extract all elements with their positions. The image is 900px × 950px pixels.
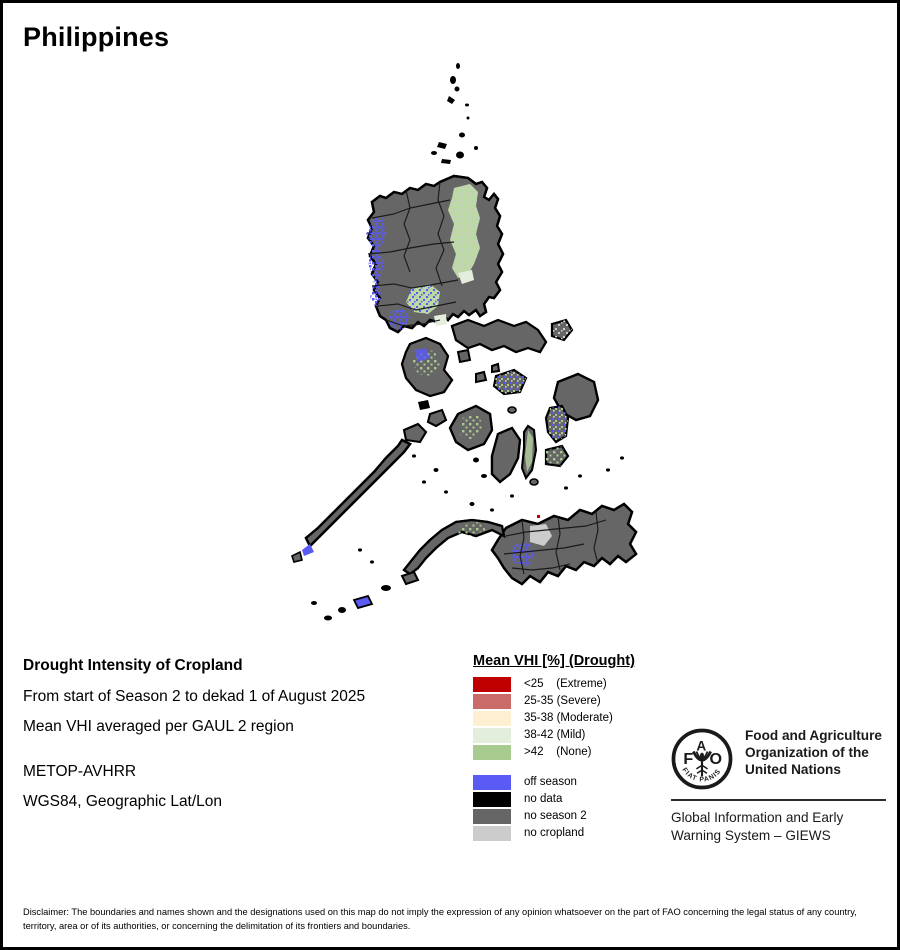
legend-swatch-moderate: [473, 711, 511, 726]
admin-boundaries-mindanao: [503, 511, 607, 575]
island-mindanao: [311, 502, 638, 621]
map-image: [6, 58, 897, 633]
legend-row-moderate: 35-38 (Moderate): [473, 710, 635, 727]
legend-row-extreme: <25 (Extreme): [473, 676, 635, 693]
legend-title: Mean VHI [%] (Drought): [473, 653, 635, 669]
giews-line-1: Global Information and Early: [671, 810, 844, 825]
caption-period: From start of Season 2 to dekad 1 of Aug…: [23, 687, 366, 705]
map-features: [291, 63, 638, 621]
caption-block: Drought Intensity of Cropland From start…: [23, 658, 453, 825]
legend-swatch-off-season: [473, 775, 511, 790]
caption-heading: Drought Intensity of Cropland: [23, 657, 243, 674]
svg-text:F: F: [683, 750, 693, 768]
legend-label-no-season-2: no season 2: [524, 809, 587, 822]
island-group-mindoro: [400, 336, 501, 398]
legend-row-severe: 25-35 (Severe): [473, 693, 635, 710]
giews-label: Global Information and Early Warning Sys…: [671, 809, 886, 844]
island-bicol: [450, 318, 574, 396]
legend-row-none: >42 (None): [473, 744, 635, 761]
island-group-batanes: [431, 63, 478, 164]
legend-row-no-cropland: no cropland: [473, 825, 635, 842]
caption-metric: Mean VHI averaged per GAUL 2 region: [23, 718, 294, 735]
legend: Mean VHI [%] (Drought) <25 (Extreme) 25-…: [473, 653, 635, 842]
legend-row-no-data: no data: [473, 791, 635, 808]
fao-organization-name: Food and Agriculture Organization of the…: [745, 728, 882, 779]
legend-row-off-season: off season: [473, 774, 635, 791]
disclaimer-text: Disclaimer: The boundaries and names sho…: [23, 907, 857, 932]
fao-org-line-3: United Nations: [745, 761, 841, 777]
legend-spacer: [473, 761, 635, 774]
philippines-map-svg: [6, 58, 897, 633]
legend-label-moderate: 35-38 (Moderate): [524, 711, 613, 724]
caption-projection: WGS84, Geographic Lat/Lon: [23, 793, 223, 810]
island-palawan: [291, 400, 448, 563]
legend-row-no-season-2: no season 2: [473, 808, 635, 825]
fao-org-line-2: Organization of the: [745, 744, 869, 760]
legend-swatch-severe: [473, 694, 511, 709]
fao-logo-icon: F A O FIAT PANIS: [671, 728, 733, 790]
pixel-extreme-drought: [537, 515, 540, 518]
island-group-visayas: [448, 372, 600, 486]
fao-emblem-svg: F A O FIAT PANIS: [671, 728, 733, 790]
caption-spacer: [23, 750, 453, 764]
region-ilocos-coast: [366, 216, 386, 308]
legend-label-off-season: off season: [524, 775, 577, 788]
admin-boundaries-luzon: [367, 181, 459, 327]
caption-sensor: METOP-AVHRR: [23, 762, 137, 780]
legend-label-no-data: no data: [524, 792, 563, 805]
legend-row-mild: 38-42 (Mild): [473, 727, 635, 744]
legend-label-no-cropland: no cropland: [524, 826, 585, 839]
island-luzon: [366, 174, 505, 334]
legend-swatch-no-cropland: [473, 826, 511, 841]
legend-swatch-extreme: [473, 677, 511, 692]
fao-org-line-1: Food and Agriculture: [745, 728, 882, 743]
fao-branding: F A O FIAT PANIS: [671, 728, 886, 844]
legend-swatch-none: [473, 745, 511, 760]
legend-swatch-no-season-2: [473, 809, 511, 824]
legend-swatch-mild: [473, 728, 511, 743]
map-background: [6, 58, 897, 633]
fao-header: F A O FIAT PANIS: [671, 728, 886, 790]
giews-line-2: Warning System – GIEWS: [671, 827, 831, 843]
islets-misc: [358, 454, 624, 564]
legend-label-severe: 25-35 (Severe): [524, 694, 601, 707]
legend-swatch-no-data: [473, 792, 511, 807]
legend-label-none: >42 (None): [524, 745, 592, 758]
legend-label-extreme: <25 (Extreme): [524, 677, 607, 690]
page-title: Philippines: [23, 22, 170, 52]
svg-text:O: O: [709, 750, 722, 768]
legend-label-mild: 38-42 (Mild): [524, 728, 586, 741]
fao-divider: [671, 799, 886, 801]
svg-text:A: A: [696, 738, 706, 753]
